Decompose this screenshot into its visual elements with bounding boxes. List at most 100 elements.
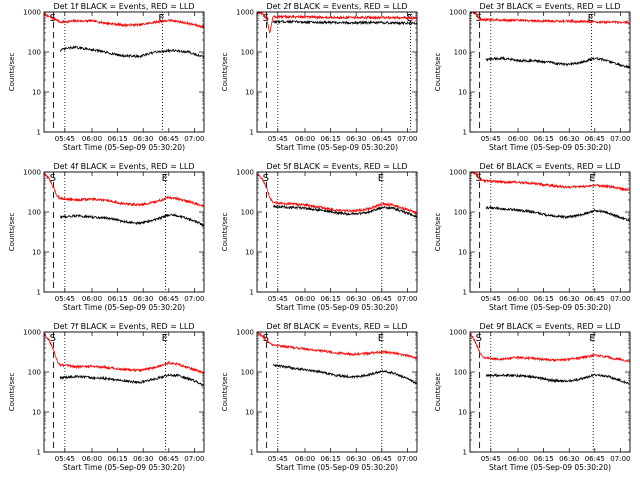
plot-frame [43, 331, 205, 453]
y-tick-label: 1000 [236, 9, 254, 17]
x-tick-label: 07:00 [184, 135, 204, 143]
x-tick-label: 06:45 [585, 455, 605, 463]
x-tick-label: 06:30 [559, 135, 579, 143]
x-tick-label: 06:15 [534, 455, 554, 463]
lld-series-line [257, 12, 417, 35]
start-marker-label: S [50, 333, 56, 344]
x-tick-label: 06:00 [508, 135, 528, 143]
events-series-line [485, 205, 630, 222]
end-marker-label: E [158, 13, 164, 24]
x-tick-label: 05:45 [481, 455, 501, 463]
y-tick-label: 100 [454, 209, 467, 217]
y-tick-label: 10 [245, 409, 254, 417]
panel-title: Det 1f BLACK = Events, RED = LLD [53, 2, 194, 11]
x-axis-label: Start Time (05-Sep-09 05:30:20) [489, 143, 611, 152]
y-tick-label: 1000 [236, 169, 254, 177]
panel-1: Det 1f BLACK = Events, RED = LLD Counts/s… [8, 2, 204, 152]
x-tick-label: 06:00 [82, 295, 102, 303]
y-tick-label: 100 [28, 49, 41, 57]
x-tick-label: 05:45 [481, 295, 501, 303]
x-tick-label: 06:00 [295, 135, 315, 143]
start-marker-label: S [50, 173, 56, 184]
lld-series-line [257, 332, 417, 360]
y-tick-label: 1 [250, 449, 254, 457]
x-tick-label: 06:45 [372, 295, 392, 303]
events-series-line [272, 204, 417, 218]
y-tick-label: 100 [28, 209, 41, 217]
y-axis-label: Counts/sec [221, 373, 229, 412]
end-marker-label: E [162, 173, 168, 184]
panel-title: Det 2f BLACK = Events, RED = LLD [266, 2, 407, 11]
panel-2: Det 2f BLACK = Events, RED = LLD Counts/s… [221, 2, 417, 152]
y-tick-label: 10 [458, 249, 467, 257]
plot-frame [43, 171, 205, 293]
y-tick-label: 1 [37, 289, 41, 297]
x-tick-label: 06:30 [346, 135, 366, 143]
panel-3: Det 3f BLACK = Events, RED = LLD Counts/s… [434, 2, 630, 152]
end-marker-label: E [378, 173, 384, 184]
plot-frame [469, 331, 631, 453]
x-tick-label: 05:45 [268, 135, 288, 143]
x-tick-label: 06:45 [585, 135, 605, 143]
y-tick-label: 100 [454, 369, 467, 377]
x-tick-label: 06:15 [321, 135, 341, 143]
x-tick-label: 06:00 [82, 135, 102, 143]
x-tick-label: 06:00 [508, 455, 528, 463]
x-tick-label: 05:45 [55, 295, 75, 303]
y-tick-label: 10 [32, 249, 41, 257]
x-axis-label: Start Time (05-Sep-09 05:30:20) [489, 463, 611, 472]
x-tick-label: 06:15 [534, 135, 554, 143]
panel-5: Det 5f BLACK = Events, RED = LLD Counts/s… [221, 162, 417, 312]
x-tick-label: 06:00 [295, 295, 315, 303]
y-tick-label: 10 [458, 409, 467, 417]
lld-series-line [257, 173, 417, 215]
x-tick-label: 06:00 [295, 455, 315, 463]
y-tick-label: 1000 [23, 329, 41, 337]
start-marker-label: S [476, 333, 482, 344]
y-axis-label: Counts/sec [8, 213, 16, 252]
x-tick-label: 06:15 [321, 295, 341, 303]
y-axis-label: Counts/sec [8, 373, 16, 412]
x-tick-label: 07:00 [397, 135, 417, 143]
lld-series-line [44, 12, 204, 29]
panel-6: Det 6f BLACK = Events, RED = LLD Counts/s… [434, 162, 630, 312]
y-axis-label: Counts/sec [434, 373, 442, 412]
lld-series-line [470, 172, 630, 192]
y-tick-label: 1 [37, 129, 41, 137]
end-marker-label: E [589, 333, 595, 344]
x-tick-label: 06:15 [108, 455, 128, 463]
y-tick-label: 10 [245, 249, 254, 257]
y-tick-label: 1000 [449, 329, 467, 337]
y-tick-label: 1000 [23, 169, 41, 177]
y-tick-label: 10 [458, 89, 467, 97]
x-axis-label: Start Time (05-Sep-09 05:30:20) [63, 303, 185, 312]
y-tick-label: 10 [245, 89, 254, 97]
y-tick-label: 1 [250, 289, 254, 297]
y-tick-label: 1 [250, 129, 254, 137]
y-tick-label: 100 [454, 49, 467, 57]
lld-series-line [470, 332, 630, 363]
plot-frame [256, 11, 418, 133]
panel-title: Det 5f BLACK = Events, RED = LLD [266, 162, 407, 171]
y-tick-label: 10 [32, 409, 41, 417]
events-series-line [59, 45, 204, 59]
x-tick-label: 07:00 [397, 455, 417, 463]
plot-frame [256, 331, 418, 453]
panel-title: Det 4f BLACK = Events, RED = LLD [53, 162, 194, 171]
y-tick-label: 1000 [236, 329, 254, 337]
x-tick-label: 06:45 [585, 295, 605, 303]
y-tick-label: 10 [32, 89, 41, 97]
y-tick-label: 1000 [23, 9, 41, 17]
events-series-line [485, 372, 630, 385]
plot-frame [256, 171, 418, 293]
x-tick-label: 06:45 [159, 295, 179, 303]
x-tick-label: 07:00 [610, 135, 630, 143]
plot-frame [43, 11, 205, 133]
x-tick-label: 06:30 [346, 455, 366, 463]
x-tick-label: 06:00 [508, 295, 528, 303]
x-tick-label: 06:45 [159, 455, 179, 463]
panel-title: Det 9f BLACK = Events, RED = LLD [479, 322, 620, 331]
events-series-line [59, 373, 204, 387]
x-tick-label: 06:15 [321, 455, 341, 463]
